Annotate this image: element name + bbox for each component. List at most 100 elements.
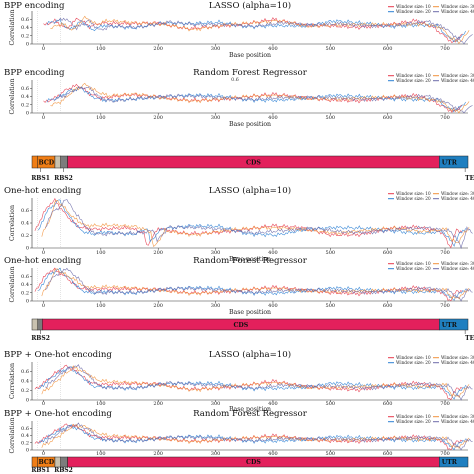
site-label: RBS1 xyxy=(31,467,50,474)
site-label: TE xyxy=(465,335,474,342)
legend-label: Window size: 10 xyxy=(396,73,431,78)
y-tick-label: 0.4 xyxy=(21,433,29,439)
panel-title-center: LASSO (alpha=10) xyxy=(209,0,291,11)
x-tick-label: 400 xyxy=(268,46,278,52)
series-line-window-20 xyxy=(38,199,466,247)
panel-annotation: 0.6 xyxy=(231,77,239,83)
legend-label: Window size: 40 xyxy=(441,196,474,201)
panel-title-center: LASSO (alpha=10) xyxy=(209,185,291,196)
x-axis-label: Base position xyxy=(229,309,271,316)
legend-label: Window size: 40 xyxy=(441,78,474,83)
x-tick-label: 600 xyxy=(383,401,393,407)
x-tick-label: 0 xyxy=(42,303,45,309)
panel-title-center: Random Forest Regressor xyxy=(193,256,308,266)
x-tick-label: 0 xyxy=(42,115,45,121)
y-tick-label: 0.2 xyxy=(21,290,29,296)
x-tick-label: 400 xyxy=(268,451,278,457)
segment-utr xyxy=(439,456,469,468)
y-axis-label: Correlation xyxy=(9,418,16,454)
chart-panel-6: BPP + One-hot encoding Random Forest Regr… xyxy=(4,409,474,457)
chart-panel-3: One-hot encoding LASSO (alpha=10) 0 0.2 0.4 0… xyxy=(4,185,474,263)
panel-title-center: Random Forest Regressor xyxy=(193,68,308,78)
x-tick-label: 300 xyxy=(211,451,221,457)
segment-rbs xyxy=(37,318,43,331)
x-tick-label: 200 xyxy=(153,250,163,256)
x-axis-label: Base position xyxy=(229,406,271,413)
sequence-bar-1: BCD CDS UTR RBS1 RBS2 TE xyxy=(31,155,474,182)
y-tick-label: 0.2 xyxy=(21,233,29,239)
y-tick-label: 0.6 xyxy=(21,86,29,92)
chart-panel-2: BPP encoding Random Forest Regressor 0 0.2 0… xyxy=(4,68,474,128)
x-tick-label: 700 xyxy=(440,250,450,256)
legend-label: Window size: 40 xyxy=(441,419,474,424)
site-label: RBS2 xyxy=(54,467,73,474)
legend-label: Window size: 20 xyxy=(396,360,431,365)
x-tick-label: 500 xyxy=(326,115,336,121)
x-tick-label: 0 xyxy=(42,46,45,52)
x-tick-label: 600 xyxy=(383,115,393,121)
legend-label: Window size: 40 xyxy=(441,360,474,365)
y-axis-label: Correlation xyxy=(9,205,16,241)
sequence-bar-3: BCD CDS UTR RBS1 RBS2 xyxy=(31,456,469,474)
legend-label: Window size: 20 xyxy=(396,9,431,14)
y-tick-label: 0 xyxy=(26,448,29,454)
legend-label: Window size: 30 xyxy=(441,355,474,360)
segment-label: CDS xyxy=(246,459,261,466)
x-tick-label: 600 xyxy=(383,303,393,309)
segment-spacer xyxy=(31,318,38,331)
chart-panel-1: BPP encoding LASSO (alpha=10) 0 0.2 0.4 0.6 Co… xyxy=(4,0,474,59)
y-tick-label: 0 xyxy=(26,299,29,305)
series-line-window-10 xyxy=(34,267,463,302)
site-label: RBS1 xyxy=(31,175,50,182)
segment-rbs xyxy=(60,155,68,169)
x-tick-label: 500 xyxy=(326,401,336,407)
legend-label: Window size: 10 xyxy=(396,261,431,266)
segment-spacer xyxy=(54,155,61,169)
panel-title-center: Random Forest Regressor xyxy=(193,409,308,419)
series-line-window-40 xyxy=(53,17,473,45)
legend-label: Window size: 40 xyxy=(441,9,474,14)
segment-rbs xyxy=(60,456,68,468)
series-line-window-10 xyxy=(34,364,463,401)
x-tick-label: 200 xyxy=(153,46,163,52)
panel-title-left: BPP + One-hot encoding xyxy=(4,350,112,360)
legend-label: Window size: 10 xyxy=(396,414,431,419)
x-tick-label: 100 xyxy=(96,401,106,407)
y-tick-label: 0.2 xyxy=(21,102,29,108)
series-line-window-30 xyxy=(41,268,470,300)
x-tick-label: 500 xyxy=(326,303,336,309)
x-tick-label: 100 xyxy=(96,451,106,457)
series-line-window-20 xyxy=(38,366,466,400)
panel-title-left: BPP encoding xyxy=(4,1,65,11)
series-line-window-20 xyxy=(38,267,466,301)
x-tick-label: 700 xyxy=(440,303,450,309)
segment-label: UTR xyxy=(442,459,458,466)
legend-label: Window size: 30 xyxy=(441,73,474,78)
y-axis-label: Correlation xyxy=(9,363,16,399)
segment-label: CDS xyxy=(246,160,261,167)
panel-title-center: LASSO (alpha=10) xyxy=(209,349,291,360)
series-line-window-40 xyxy=(53,86,473,114)
x-tick-label: 600 xyxy=(383,46,393,52)
x-tick-label: 100 xyxy=(96,115,106,121)
y-tick-label: 0.4 xyxy=(21,94,29,100)
chart-panel-4: One-hot encoding Random Forest Regressor 0… xyxy=(4,256,474,316)
y-tick-label: 0.4 xyxy=(21,221,29,227)
x-tick-label: 700 xyxy=(440,115,450,121)
panel-title-left: One-hot encoding xyxy=(4,186,82,196)
legend-label: Window size: 10 xyxy=(396,355,431,360)
series-line-window-40 xyxy=(45,267,473,302)
series-line-window-30 xyxy=(50,15,470,45)
segment-utr xyxy=(439,155,469,169)
segment-bcd xyxy=(31,155,38,169)
x-tick-label: 400 xyxy=(268,303,278,309)
panel-title-left: BPP + One-hot encoding xyxy=(4,409,112,419)
x-tick-label: 0 xyxy=(42,401,45,407)
series-line-window-30 xyxy=(41,200,470,248)
panel-title-left: BPP encoding xyxy=(4,68,65,78)
